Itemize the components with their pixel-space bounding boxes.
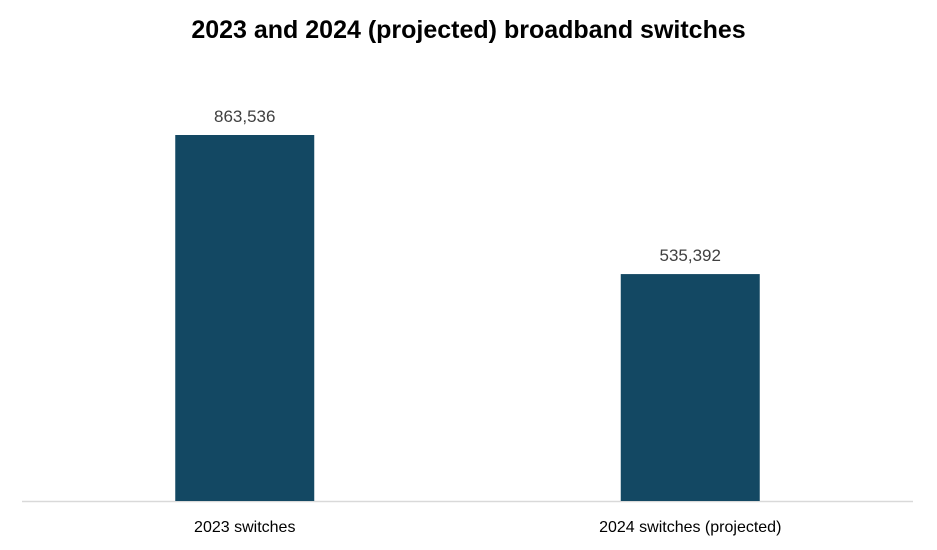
bar-1 [175, 135, 315, 501]
chart-title: 2023 and 2024 (projected) broadband swit… [191, 16, 746, 44]
bar-2 [620, 274, 760, 501]
data-label-1: 863,536 [214, 107, 275, 126]
data-label-2: 535,392 [660, 246, 721, 265]
x-tick-label-1: 2023 switches [194, 519, 295, 536]
x-tick-label-2: 2024 switches (projected) [599, 519, 781, 536]
